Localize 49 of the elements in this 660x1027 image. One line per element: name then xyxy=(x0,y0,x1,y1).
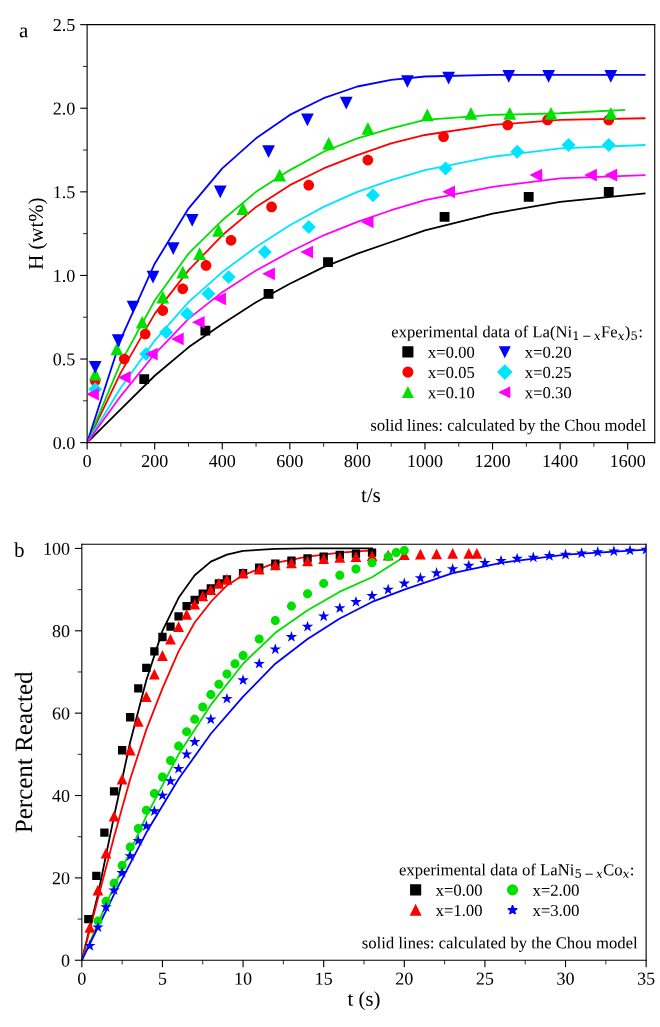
legend-label: x=0.10 xyxy=(428,387,475,399)
annotation: solid lines: calculated by the Chou model xyxy=(371,419,646,435)
x-tick-label: 1000 xyxy=(408,454,443,468)
x-tick-label: 10 xyxy=(235,972,252,985)
x-tick-label: 0 xyxy=(83,454,91,468)
legend-label: x=0.20 xyxy=(524,346,572,358)
x-tick-label: 35 xyxy=(637,972,655,985)
y-tick-label: 60 xyxy=(52,707,70,720)
x-tick-label: 15 xyxy=(316,972,333,985)
legend-label: x=0.00 xyxy=(428,346,475,358)
y-axis-title: Percent Reacted xyxy=(14,671,33,833)
x-tick-label: 800 xyxy=(344,454,371,468)
x-tick-label: 0 xyxy=(78,972,86,985)
legend-title: experimental data of LaNi$_{5−x}$Co$_{x}$: xyxy=(399,863,634,879)
x-tick-label: 1200 xyxy=(476,454,510,468)
x-tick-label: 1600 xyxy=(611,454,646,468)
y-tick-label: 2.5 xyxy=(53,18,75,32)
legend-label: x=0.25 xyxy=(524,366,572,379)
y-tick-label: 40 xyxy=(52,789,70,802)
legend-label: x=0.05 xyxy=(428,366,475,379)
x-tick-label: 1400 xyxy=(543,454,578,468)
legend-label: x=0.30 xyxy=(524,387,572,399)
chart-title: a xyxy=(19,27,28,38)
y-tick-label: 100 xyxy=(44,542,70,555)
y-tick-label: 2.0 xyxy=(53,102,75,115)
legend-label: x=0.00 xyxy=(435,884,482,896)
y-tick-label: 1.0 xyxy=(54,269,75,282)
x-tick-label: 200 xyxy=(141,454,168,468)
x-tick-label: 600 xyxy=(277,454,303,468)
annotation: solid lines: calculated by the Chou model xyxy=(362,936,638,952)
legend-title: experimental data of La(Ni$_{1−x}$Fe$_{x}$)$_{5}$: xyxy=(391,325,642,341)
x-tick-label: 30 xyxy=(557,972,574,985)
x-tick-label: 400 xyxy=(209,454,236,468)
x-tick-label: 5 xyxy=(158,972,167,985)
legend-label: x=2.00 xyxy=(532,884,579,896)
x-axis-title: t/s xyxy=(361,488,381,503)
x-tick-label: 25 xyxy=(476,972,494,985)
y-axis-title: H (wt%) xyxy=(28,198,48,270)
x-tick-label: 20 xyxy=(396,972,413,985)
y-tick-label: 0.0 xyxy=(53,436,75,450)
y-tick-label: 0 xyxy=(61,954,70,967)
legend-label: x=3.00 xyxy=(532,904,579,917)
legend-label: x=1.00 xyxy=(435,904,482,917)
y-tick-label: 80 xyxy=(52,625,70,638)
chart-title: b xyxy=(14,542,24,557)
y-tick-label: 0.5 xyxy=(53,353,75,366)
y-tick-label: 1.5 xyxy=(54,186,75,199)
y-tick-label: 20 xyxy=(52,872,70,885)
x-axis-title: t (s) xyxy=(347,991,380,1011)
